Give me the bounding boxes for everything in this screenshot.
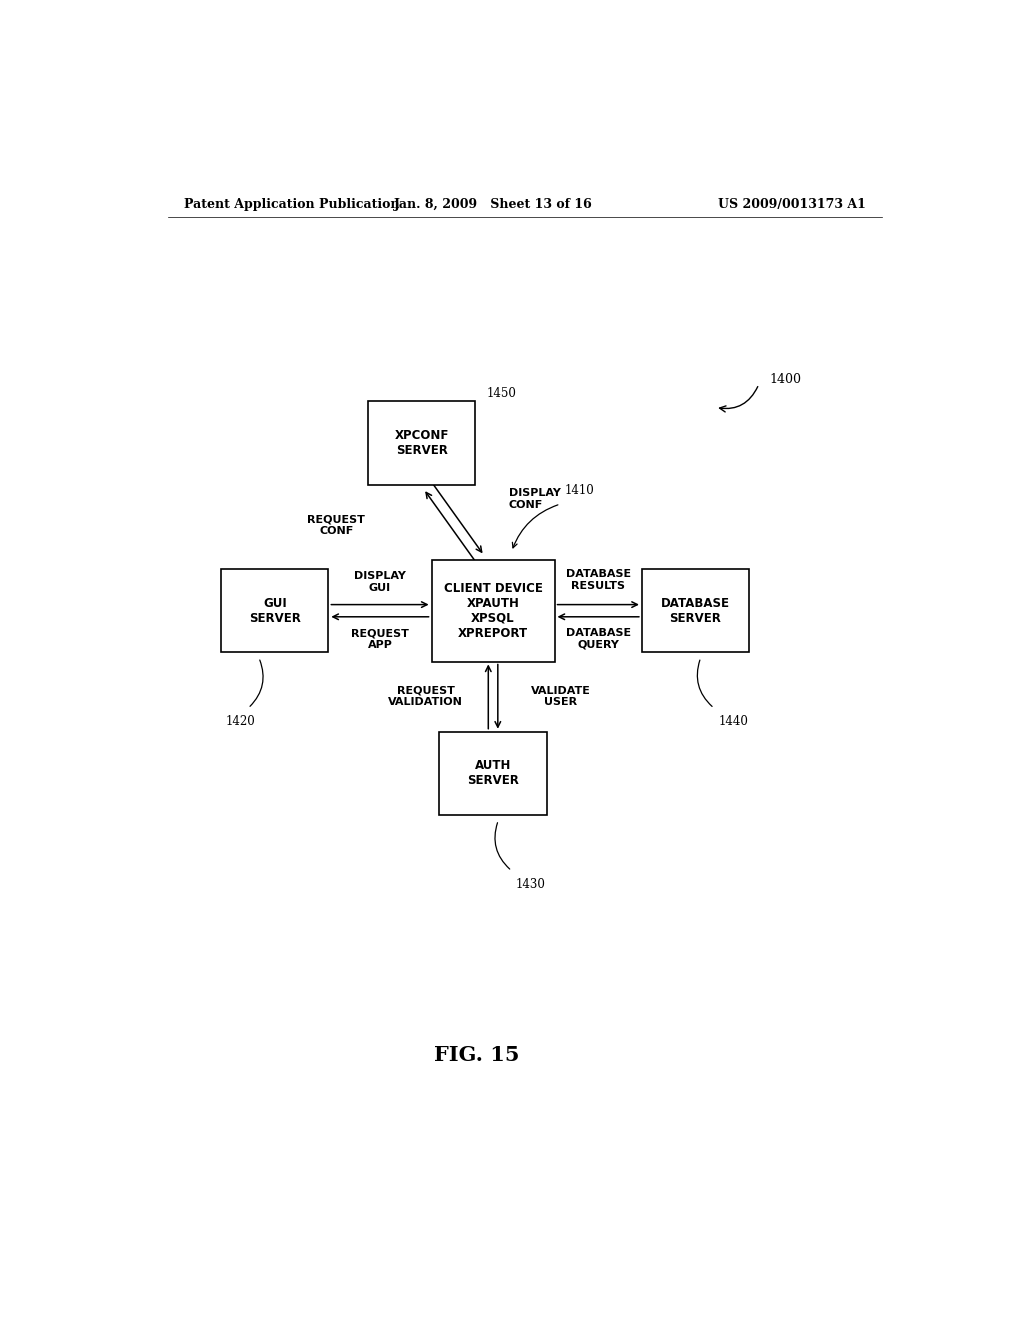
Text: 1430: 1430 — [516, 878, 546, 891]
Bar — [221, 569, 329, 652]
Text: US 2009/0013173 A1: US 2009/0013173 A1 — [718, 198, 866, 211]
Text: CLIENT DEVICE
XPAUTH
XPSQL
XPREPORT: CLIENT DEVICE XPAUTH XPSQL XPREPORT — [443, 582, 543, 640]
Text: REQUEST
APP: REQUEST APP — [351, 628, 409, 649]
Text: Patent Application Publication: Patent Application Publication — [183, 198, 399, 211]
Text: FIG. 15: FIG. 15 — [434, 1045, 520, 1065]
Text: XPCONF
SERVER: XPCONF SERVER — [394, 429, 449, 457]
Text: 1450: 1450 — [487, 387, 517, 400]
Bar — [431, 560, 555, 661]
Text: DISPLAY
CONF: DISPLAY CONF — [509, 488, 561, 510]
Text: Jan. 8, 2009   Sheet 13 of 16: Jan. 8, 2009 Sheet 13 of 16 — [393, 198, 593, 211]
Bar — [642, 569, 749, 652]
Text: AUTH
SERVER: AUTH SERVER — [467, 759, 519, 787]
Text: VALIDATE
USER: VALIDATE USER — [530, 686, 591, 708]
Text: DATABASE
SERVER: DATABASE SERVER — [660, 597, 730, 624]
Bar — [368, 401, 475, 484]
Text: REQUEST
VALIDATION: REQUEST VALIDATION — [388, 686, 463, 708]
Text: 1400: 1400 — [769, 374, 801, 387]
Text: 1440: 1440 — [718, 715, 748, 729]
Text: DATABASE
QUERY: DATABASE QUERY — [565, 628, 631, 649]
Text: GUI
SERVER: GUI SERVER — [249, 597, 301, 624]
Text: 1410: 1410 — [564, 484, 594, 496]
Text: DISPLAY
GUI: DISPLAY GUI — [354, 572, 406, 593]
Text: 1420: 1420 — [225, 715, 255, 729]
Bar — [439, 731, 547, 814]
Text: DATABASE
RESULTS: DATABASE RESULTS — [565, 569, 631, 591]
Text: REQUEST
CONF: REQUEST CONF — [307, 515, 366, 536]
